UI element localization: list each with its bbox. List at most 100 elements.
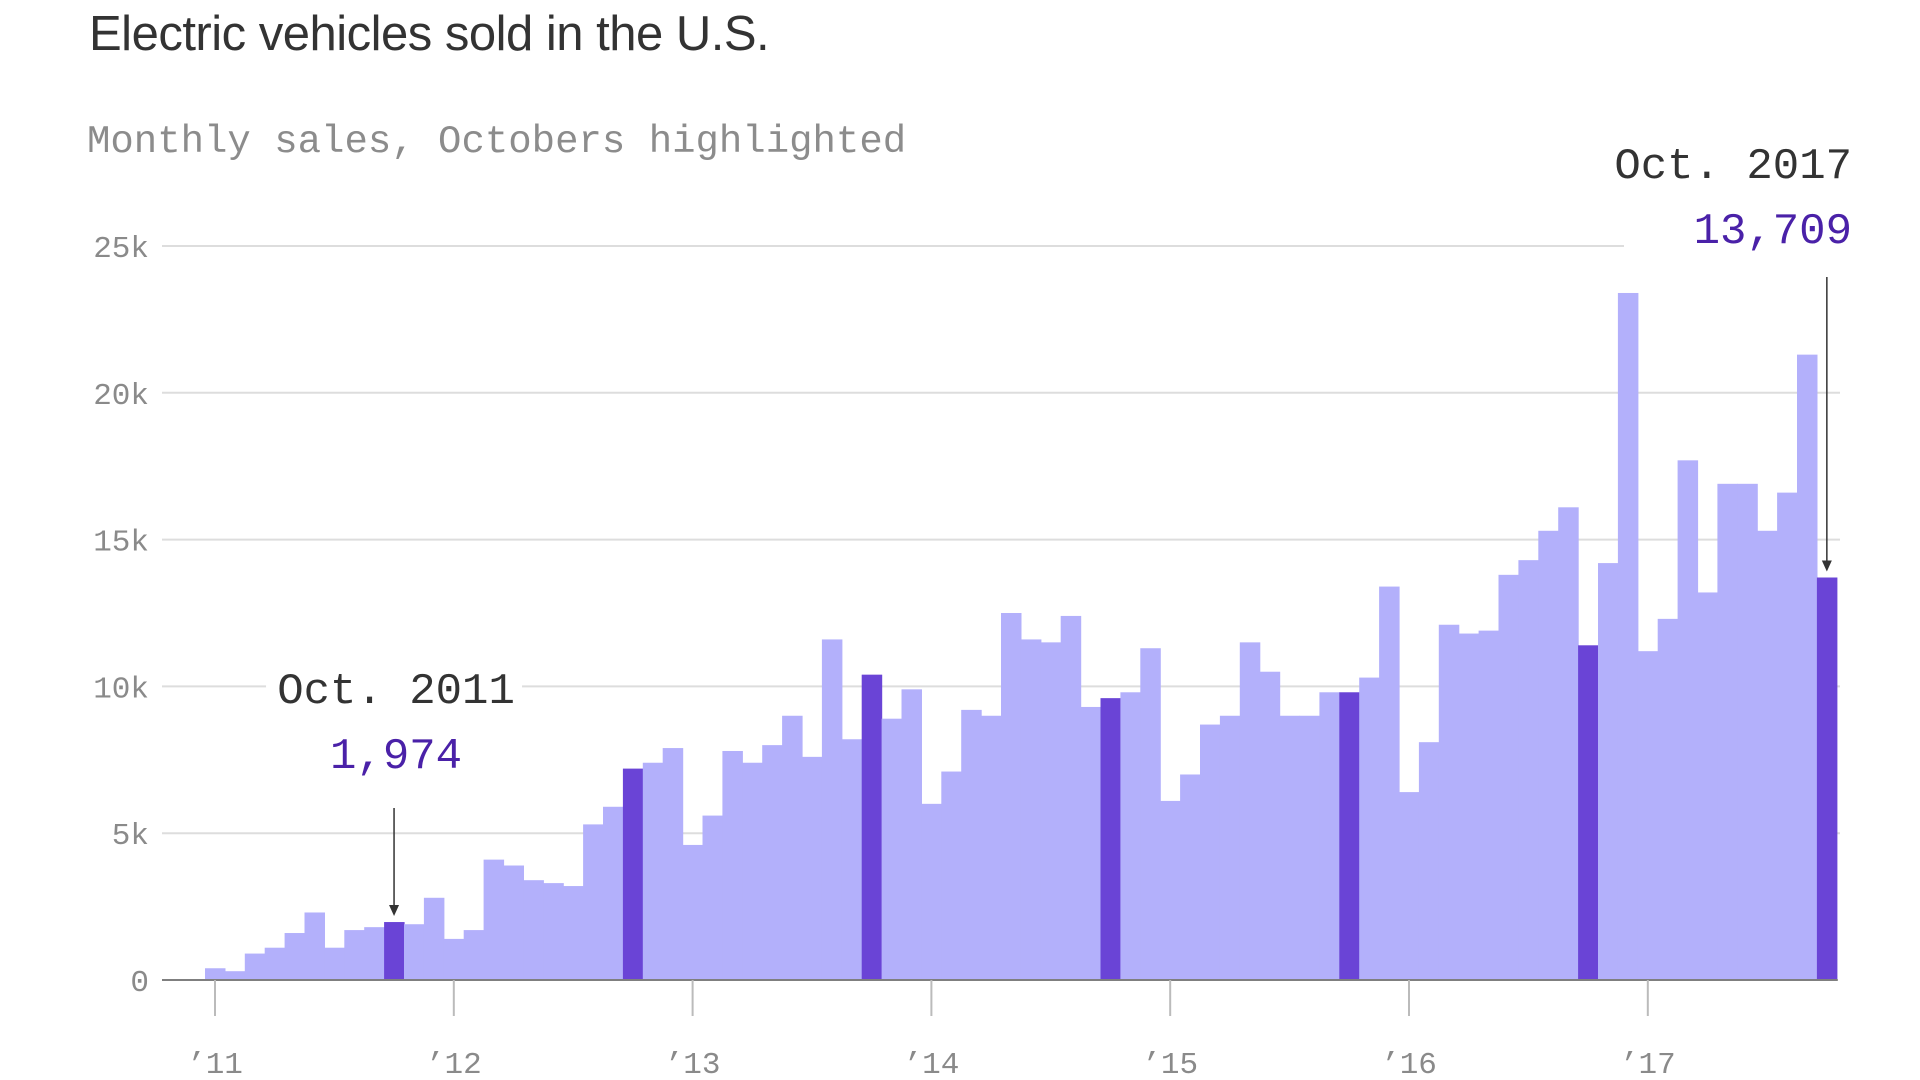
bar [443, 938, 465, 980]
bar [1259, 671, 1281, 980]
bar [1319, 692, 1340, 980]
bar [1478, 630, 1500, 980]
annotation-value: 1,974 [330, 732, 462, 782]
bar [284, 933, 306, 980]
chart-title: Electric vehicles sold in the U.S. [89, 7, 770, 61]
bar [1160, 800, 1181, 980]
bar [1140, 648, 1161, 980]
bar [423, 897, 445, 980]
bar [1598, 563, 1619, 980]
bar [244, 953, 266, 980]
bar [662, 748, 684, 980]
bar [1001, 613, 1022, 980]
bar [1379, 586, 1400, 980]
bar [1538, 530, 1559, 980]
annotations: Oct. 2011 1,974 Oct. 2017 13,709 [266, 142, 1852, 917]
bar [782, 715, 803, 980]
bar [563, 886, 584, 980]
y-tick-label: 25k [93, 232, 149, 267]
bar [1697, 592, 1718, 980]
bar [1498, 574, 1519, 980]
bar [463, 930, 485, 980]
bar-october [861, 674, 883, 980]
bar-october [622, 768, 644, 980]
bar [523, 880, 544, 980]
y-tick-label: 20k [93, 379, 149, 414]
bar [1359, 677, 1380, 980]
bar [841, 739, 863, 980]
bar [1617, 292, 1639, 980]
x-tick-label: ’13 [665, 1048, 721, 1080]
bar [1219, 715, 1241, 980]
bar-october [1100, 698, 1121, 980]
bar [1239, 642, 1261, 980]
chart-subtitle: Monthly sales, Octobers highlighted [87, 120, 907, 164]
bar [802, 756, 823, 980]
bar [344, 930, 365, 980]
bar [1120, 692, 1141, 980]
bar [921, 803, 942, 980]
y-tick-label: 10k [93, 672, 149, 707]
x-tick-label: ’17 [1620, 1048, 1676, 1080]
bar [224, 971, 246, 980]
bar [742, 762, 763, 980]
bar [1518, 560, 1539, 980]
y-tick-label: 5k [112, 819, 149, 854]
bar [722, 750, 743, 980]
bar [1458, 633, 1480, 980]
bar [901, 689, 922, 980]
bar [543, 883, 564, 980]
bar [1757, 530, 1778, 980]
x-tick-label: ’15 [1142, 1048, 1198, 1080]
bar [503, 865, 524, 980]
annotation-arrowhead [389, 905, 400, 917]
bar [1080, 706, 1102, 980]
y-tick-label: 0 [130, 966, 149, 1001]
bar-october [1578, 645, 1599, 980]
bar [1299, 715, 1320, 980]
bar-october [384, 922, 405, 980]
bar [205, 968, 226, 980]
bar [404, 924, 425, 980]
bar [1797, 354, 1818, 981]
bars [205, 292, 1838, 981]
x-tick-label: ’16 [1381, 1048, 1437, 1080]
annotation-value: 13,709 [1694, 207, 1852, 257]
bar [961, 709, 982, 980]
bar [1438, 624, 1460, 980]
annotation-label: Oct. 2017 [1614, 142, 1852, 192]
bar [1777, 492, 1798, 980]
axes: 0 5k 10k 15k 20k 25k ’11 ’12 ’13 ’14 ’15 ’16 ’17 [93, 232, 1838, 1080]
x-tick-label: ’14 [903, 1048, 959, 1080]
bar [762, 745, 783, 980]
bar [1060, 615, 1082, 980]
y-tick-label: 15k [93, 526, 149, 561]
bar [1657, 618, 1679, 980]
bar [881, 718, 903, 980]
bar [1180, 774, 1201, 980]
bar [1418, 742, 1440, 980]
bar [603, 806, 624, 980]
bar [702, 815, 723, 980]
bar [941, 771, 962, 980]
bar [324, 947, 345, 980]
bar [1399, 792, 1420, 980]
x-tick-label: ’11 [187, 1048, 243, 1080]
bar [821, 639, 843, 980]
bar [1717, 483, 1738, 980]
bar [642, 762, 664, 980]
bar [483, 859, 505, 980]
annotation-label: Oct. 2011 [277, 667, 515, 717]
bar [1040, 642, 1062, 980]
bar [682, 844, 704, 980]
bar [1677, 460, 1699, 980]
bar [1200, 724, 1221, 980]
bar [1279, 715, 1301, 980]
annotation-arrowhead [1821, 560, 1832, 572]
bar [264, 947, 286, 980]
bar [1020, 639, 1042, 980]
bar [981, 715, 1002, 980]
bar [583, 824, 604, 980]
bar-october [1339, 692, 1360, 980]
